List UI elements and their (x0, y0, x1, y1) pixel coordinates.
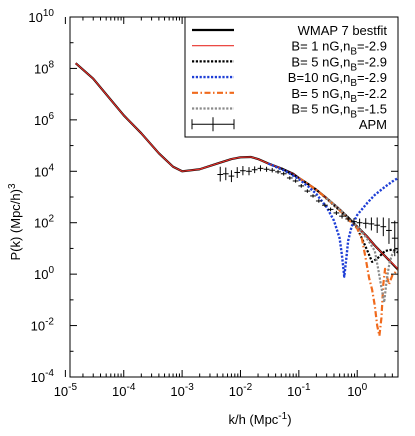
y-tick-label-7: 108 (34, 59, 54, 76)
apm-point-26 (362, 218, 369, 229)
apm-point-25 (356, 218, 363, 227)
series-line-3 (280, 167, 398, 263)
svg-text:B= 5 nG,nB=-1.5: B= 5 nG,nB=-1.5 (291, 102, 387, 121)
x-tick-label-1: 10-5 (54, 382, 78, 399)
svg-text:APM: APM (359, 117, 387, 132)
legend-entry-4: B=10 nG,nB=-2.9 (192, 70, 387, 89)
x-tick-label-4: 10-2 (229, 382, 253, 399)
x-tick-label-6: 100 (347, 382, 367, 399)
apm-point-4 (234, 167, 241, 178)
x-tick-label-5: 10-1 (287, 382, 311, 399)
apm-point-20 (327, 207, 334, 212)
apm-point-30 (386, 218, 392, 244)
apm-point-7 (251, 166, 258, 174)
series-line-4 (267, 162, 398, 278)
apm-point-11 (275, 169, 281, 174)
apm-point-19 (322, 203, 328, 207)
apm-point-28 (374, 217, 381, 233)
x-tick-label-2: 10-4 (112, 382, 136, 399)
apm-point-18 (315, 199, 322, 203)
svg-text:B= 5 nG,nB=-2.2: B= 5 nG,nB=-2.2 (291, 86, 387, 105)
apm-point-15 (298, 184, 305, 188)
legend-entry-7: APM (191, 117, 387, 132)
svg-text:B=10 nG,nB=-2.9: B=10 nG,nB=-2.9 (288, 70, 387, 89)
y-tick-label-8: 1010 (28, 8, 54, 25)
apm-point-24 (351, 218, 357, 226)
y-tick-label-3: 100 (34, 265, 54, 282)
x-tick-label-3: 10-3 (170, 382, 194, 399)
y-tick-label-4: 102 (34, 214, 54, 231)
apm-point-17 (310, 194, 316, 198)
apm-point-27 (368, 217, 375, 231)
legend-entry-1: WMAP 7 bestfit (192, 23, 387, 38)
y-tick-label-1: 10-4 (31, 368, 55, 385)
y-tick-label-2: 10-2 (31, 317, 55, 334)
y-axis-ticks: 10-4 10-2 100 102 104 106 108 1010 (28, 8, 398, 385)
legend-entry-2: B= 1 nG,nB=-2.9 (192, 39, 387, 58)
apm-point-9 (263, 166, 270, 172)
svg-text:WMAP 7 bestfit: WMAP 7 bestfit (298, 23, 388, 38)
apm-point-5 (240, 166, 246, 176)
apm-point-22 (339, 213, 345, 219)
apm-point-10 (269, 167, 276, 173)
y-tick-label-5: 104 (34, 162, 54, 179)
apm-point-29 (380, 217, 387, 237)
apm-point-8 (257, 165, 264, 172)
y-tick-label-6: 106 (34, 111, 54, 128)
apm-point-13 (286, 176, 293, 180)
series-line-5 (298, 177, 398, 337)
legend-entry-6: B= 5 nG,nB=-1.5 (192, 102, 387, 121)
svg-text:B= 5 nG,nB=-2.9: B= 5 nG,nB=-2.9 (291, 54, 387, 73)
apm-data-points (217, 165, 398, 257)
apm-point-21 (333, 210, 340, 215)
apm-point-1 (217, 166, 224, 182)
legend-entry-5: B= 5 nG,nB=-2.2 (192, 86, 387, 105)
x-axis-label: k/h (Mpc-1) (228, 411, 291, 427)
apm-point-3 (228, 170, 235, 183)
apm-point-6 (246, 167, 252, 176)
y-axis-label: P(k) (Mpc/h)3 (7, 183, 23, 261)
apm-point-31 (391, 220, 398, 257)
apm-point-23 (345, 216, 352, 222)
apm-point-12 (280, 171, 287, 176)
svg-text:B= 1 nG,nB=-2.9: B= 1 nG,nB=-2.9 (291, 39, 387, 58)
apm-point-2 (222, 167, 229, 181)
apm-point-16 (304, 189, 311, 193)
apm-point-14 (292, 179, 299, 183)
legend-entry-3: B= 5 nG,nB=-2.9 (192, 54, 387, 73)
